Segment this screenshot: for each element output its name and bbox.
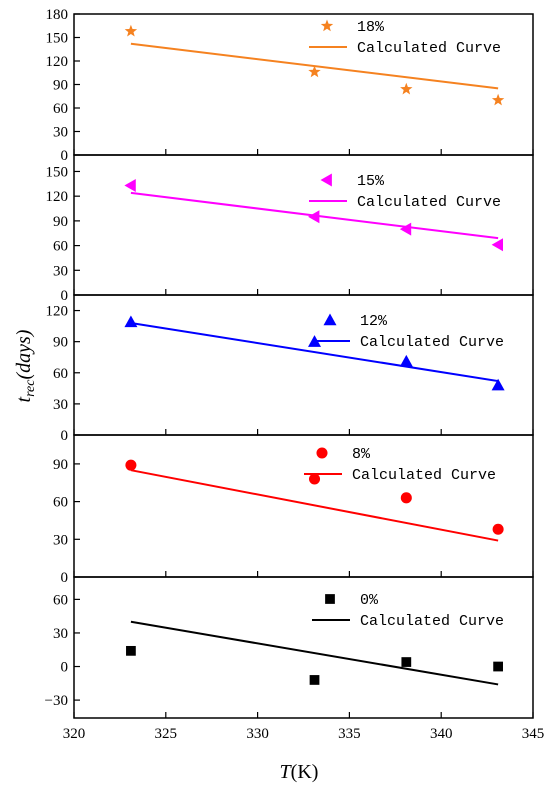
panel-frame [73,294,534,436]
x-tick-label: 320 [63,726,86,742]
legend-marker [320,173,332,187]
data-point [491,238,503,252]
data-point [400,82,413,95]
panel-frame [73,154,534,296]
legend-series-label: 12% [360,313,388,330]
x-axis-title: T(K) [280,761,319,783]
panel-p12: 0 30 60 90 120 12% Calculated Curve [46,294,534,444]
legend-marker [316,447,328,459]
legend-series-label: 8% [352,446,371,463]
data-point [492,523,504,535]
y-tick-label: 30 [53,397,68,413]
calculated-curve [130,620,499,686]
chart-panels: 0 30 60 90 120 150 180 18% Calculated Curve 0 30 60… [45,7,534,719]
y-tick-label: 60 [53,101,68,117]
data-point [399,222,412,236]
y-tick-label: 0 [61,570,69,586]
legend-marker [325,594,335,604]
panel-frame [73,434,534,578]
y-tick-label: 60 [53,366,68,382]
y-axis-title: trec(days) [13,329,38,402]
legend-curve-label: Calculated Curve [360,334,504,351]
y-tick-label: −30 [45,693,68,709]
panel-frame [73,576,534,719]
y-tick-label: 0 [61,148,69,164]
y-tick-label: 0 [61,288,69,304]
x-tick-label: 325 [155,726,178,742]
y-tick-label: 0 [61,660,69,676]
y-tick-label: 120 [46,304,69,320]
data-point [308,473,321,485]
legend-curve-label: Calculated Curve [360,613,504,630]
y-tick-label: 30 [53,263,68,279]
data-point [126,645,136,656]
data-point [124,24,138,37]
panel-p8: 0 30 60 90 8% Calculated Curve [53,434,534,586]
x-axis: 320 325 330 335 340 345 [63,726,545,742]
x-tick-label: 330 [246,726,269,742]
x-tick-label: 335 [338,726,361,742]
legend-series-label: 15% [357,173,385,190]
y-tick-label: 120 [46,54,69,70]
data-point [125,459,137,471]
legend-series-label: 0% [360,592,379,609]
y-tick-label: 90 [53,457,68,473]
y-tick-label: 60 [53,495,68,511]
y-tick-label: 30 [53,532,68,548]
data-point [491,93,505,106]
y-tick-label: 30 [53,626,68,642]
y-tick-label: 90 [53,78,68,94]
panel-p0: −30 0 30 60 0% Calculated Curve [45,576,534,719]
data-point [401,657,412,667]
data-point [491,378,505,391]
data-point [308,65,321,78]
y-tick-label: 120 [46,189,69,205]
data-point [400,492,412,504]
data-point [493,661,503,672]
y-tick-label: 150 [46,31,69,47]
calculated-curve [130,469,499,542]
legend-marker [323,313,337,326]
legend-series-label: 18% [357,19,385,36]
data-point [308,210,320,224]
panel-p15: 0 30 60 90 120 150 15% Calculated Curve [46,154,534,304]
x-tick-label: 340 [430,726,453,742]
legend-curve-label: Calculated Curve [352,467,496,484]
y-tick-label: 180 [46,7,69,23]
y-tick-label: 0 [61,428,69,444]
data-point [399,354,413,367]
y-tick-label: 90 [53,214,68,230]
data-point [124,178,136,192]
y-tick-label: 150 [46,164,69,180]
data-point [309,675,320,685]
legend-curve-label: Calculated Curve [357,194,501,211]
y-tick-label: 60 [53,239,68,255]
data-point [124,315,138,328]
y-tick-label: 90 [53,335,68,351]
y-tick-label: 60 [53,592,68,608]
legend-marker [320,19,334,32]
x-tick-label: 345 [522,726,545,742]
legend-curve-label: Calculated Curve [357,40,501,57]
y-tick-label: 30 [53,125,68,141]
calculated-curve [130,322,499,383]
panel-p18: 0 30 60 90 120 150 180 18% Calculated Curve [46,7,534,164]
